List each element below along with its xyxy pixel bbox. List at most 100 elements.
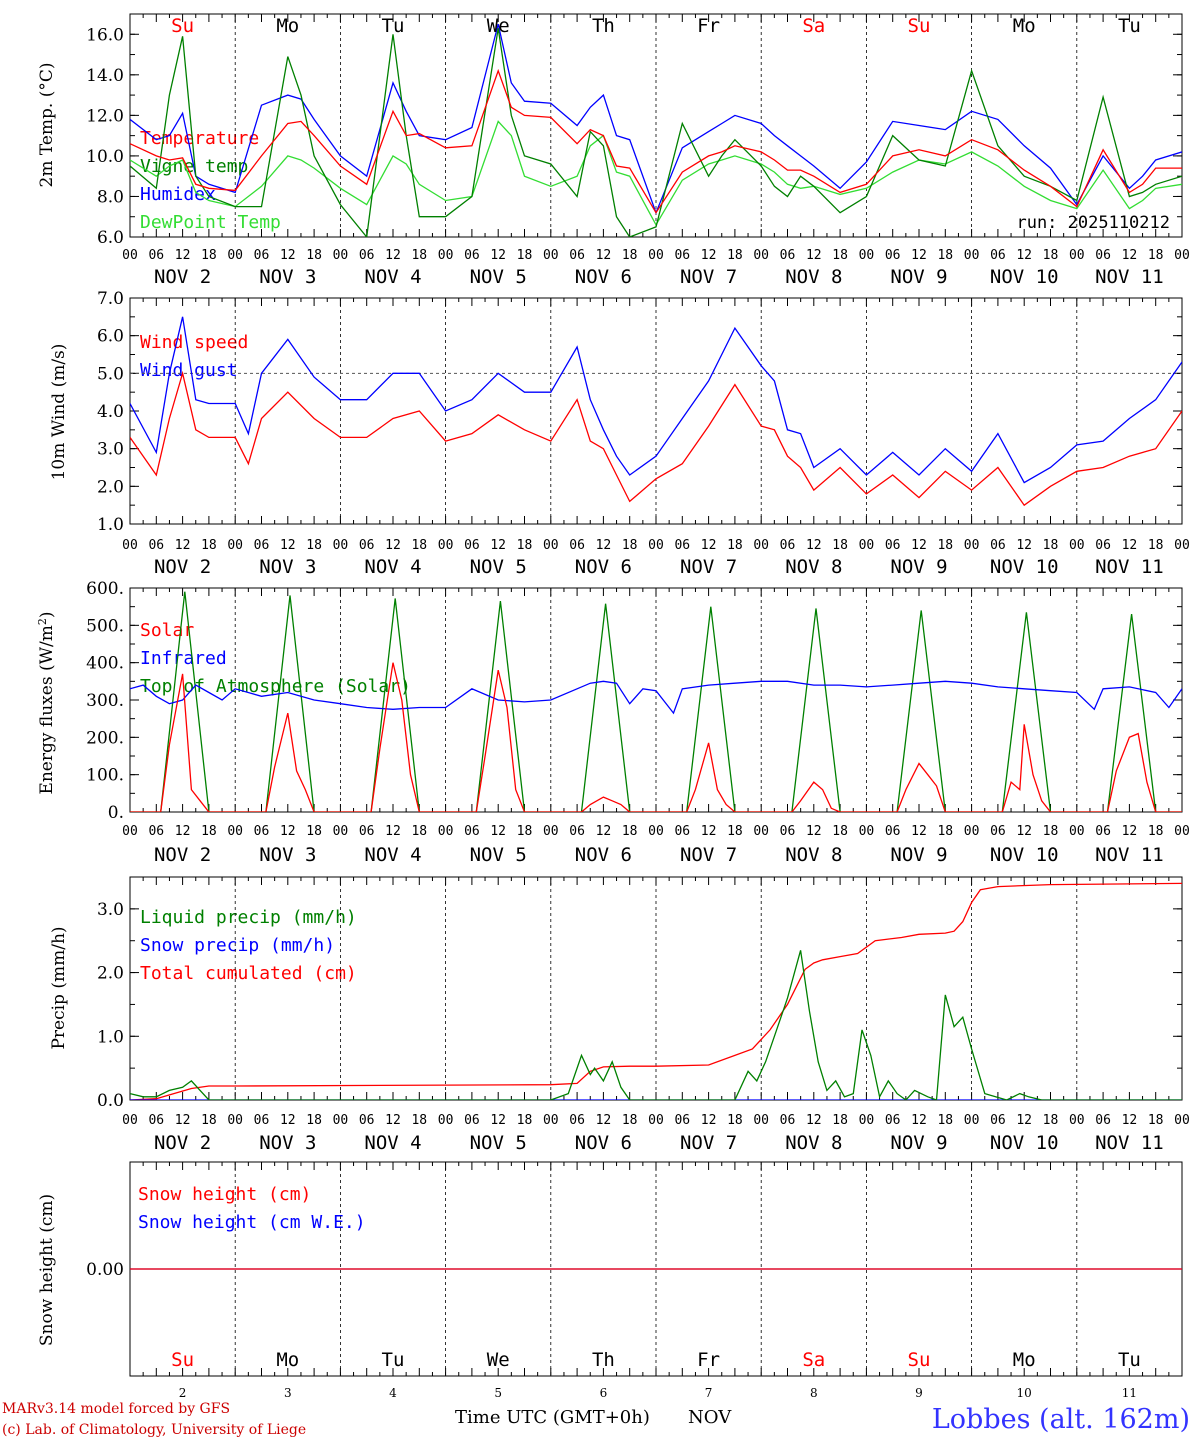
y-tick-label: 7.0	[97, 289, 124, 309]
hour-label: 12	[701, 824, 717, 839]
hour-label: 12	[1016, 538, 1032, 553]
weekday-label-top: Tu	[382, 15, 405, 37]
hour-label: 06	[254, 538, 270, 553]
hour-label: 12	[1016, 1113, 1032, 1128]
hour-label: 06	[885, 248, 901, 263]
legend-wind-speed-label: Wind speed	[140, 332, 248, 353]
temperature-axis-title: 2m Temp. (°C)	[37, 62, 57, 187]
hour-label: 06	[569, 538, 585, 553]
hour-label: 12	[175, 248, 191, 263]
date-label: NOV 8	[785, 1132, 842, 1154]
legend-snow-we-label: Snow height (cm W.E.)	[138, 1212, 366, 1233]
chart-precip: 0.0 1.0 2.0 3.0 00 06 12 18 00 06 12 18 00 06 12 18 00 06…	[97, 876, 1190, 1154]
wind-axis-title: 10m Wind (m/s)	[49, 344, 69, 481]
y-tick-label: 14.0	[86, 66, 124, 86]
hour-label: 12	[596, 824, 612, 839]
panel-wind: 10m Wind (m/s) Wind speed Wind gust	[49, 332, 248, 480]
hour-label: 12	[1122, 1113, 1138, 1128]
legend-humidex-label: Humidex	[140, 184, 216, 205]
hour-label: 00	[122, 824, 138, 839]
hour-label: 12	[911, 248, 927, 263]
hour-label: 12	[385, 248, 401, 263]
weekday-label-top: Mo	[1013, 15, 1036, 37]
date-label: NOV 4	[364, 556, 421, 578]
hour-label: 18	[832, 824, 848, 839]
hour-label: 18	[832, 1113, 848, 1128]
hour-label: 18	[937, 248, 953, 263]
time-axis-label: Time UTC (GMT+0h)	[455, 1407, 650, 1428]
hour-label: 12	[175, 824, 191, 839]
date-label: NOV 2	[154, 556, 211, 578]
hour-label: 00	[753, 1113, 769, 1128]
y-tick-label: 2.0	[97, 964, 124, 984]
legend-liquid-precip-label: Liquid precip (mm/h)	[140, 907, 357, 928]
hour-label: 00	[122, 1113, 138, 1128]
date-label: NOV 10	[990, 556, 1059, 578]
y-tick-label: 8.0	[97, 187, 124, 207]
hour-label: 18	[517, 824, 533, 839]
hour-label: 18	[727, 1113, 743, 1128]
panel-snow-height: Snow height (cm) Snow height (cm) Snow h…	[37, 1184, 366, 1346]
date-label: NOV 10	[990, 844, 1059, 866]
hour-label: 00	[438, 538, 454, 553]
date-label: NOV 7	[680, 1132, 737, 1154]
hour-label: 06	[254, 824, 270, 839]
hour-label: 18	[517, 248, 533, 263]
legend-total-cumulated-label: Total cumulated (cm)	[140, 963, 357, 984]
hour-label: 06	[569, 248, 585, 263]
legend-infrared-label: Infrared	[140, 648, 227, 669]
hour-label: 00	[753, 824, 769, 839]
flux-axis-title-close: )	[37, 611, 57, 618]
hour-label: 18	[306, 824, 322, 839]
weekday-label-bottom: Tu	[382, 1349, 405, 1371]
weekday-label-top: Su	[171, 15, 194, 37]
hour-label: 18	[1043, 248, 1059, 263]
date-label: NOV 11	[1095, 844, 1164, 866]
weekday-label-top: Su	[908, 15, 931, 37]
hour-label: 12	[280, 248, 296, 263]
weekday-label-bottom: Su	[908, 1349, 931, 1371]
y-tick-label: 300.	[86, 691, 124, 711]
hour-label: 18	[517, 1113, 533, 1128]
legend-snow-precip-label: Snow precip (mm/h)	[140, 935, 335, 956]
hour-label: 18	[727, 824, 743, 839]
hour-label: 12	[1122, 248, 1138, 263]
hour-label: 06	[990, 1113, 1006, 1128]
hour-label: 12	[1122, 824, 1138, 839]
weekday-label-bottom: Th	[592, 1349, 615, 1371]
hour-label: 06	[780, 1113, 796, 1128]
legend-temperature-label: Temperature	[140, 128, 259, 149]
hour-label: 12	[701, 538, 717, 553]
legend-temp-humidex: Humidex	[140, 184, 216, 205]
hour-label: 12	[490, 538, 506, 553]
series-solar	[130, 662, 1182, 812]
date-label: NOV 4	[364, 844, 421, 866]
hour-label: 12	[280, 824, 296, 839]
hour-label: 18	[937, 538, 953, 553]
date-label: NOV 6	[575, 844, 632, 866]
day-number-label: 3	[284, 1386, 292, 1400]
date-label: NOV 8	[785, 556, 842, 578]
hour-label: 18	[1148, 824, 1164, 839]
hour-label: 18	[937, 1113, 953, 1128]
hour-label: 06	[359, 248, 375, 263]
hour-label: 06	[674, 824, 690, 839]
date-label: NOV 6	[575, 556, 632, 578]
hour-label: 12	[911, 1113, 927, 1128]
hour-label: 18	[832, 248, 848, 263]
legend-temp-dewpoint: DewPoint Temp	[140, 212, 281, 233]
hour-label: 00	[648, 824, 664, 839]
hour-label: 06	[464, 824, 480, 839]
series-dewpoint-temp	[130, 120, 1182, 227]
hour-label: 00	[438, 1113, 454, 1128]
run-label: run: 2025110212	[1016, 213, 1170, 233]
day-number-label: 10	[1017, 1386, 1032, 1400]
hour-label: 00	[753, 538, 769, 553]
hour-label: 12	[385, 824, 401, 839]
hour-label: 00	[543, 248, 559, 263]
legend-snow-height-label: Snow height (cm)	[138, 1184, 311, 1205]
day-number-label: 11	[1122, 1386, 1137, 1400]
chart-snow: 0.00	[86, 1161, 1183, 1377]
y-tick-label: 100.	[86, 766, 124, 786]
date-label: NOV 10	[990, 1132, 1059, 1154]
